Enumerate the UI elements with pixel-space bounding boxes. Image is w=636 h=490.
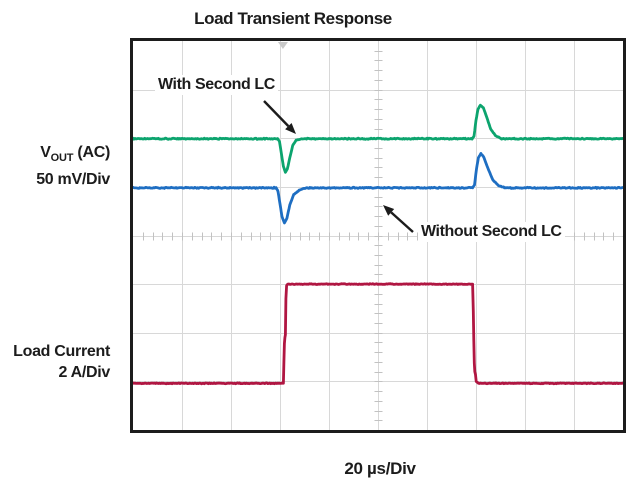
load-current-axis-label-scale: 2 A/Div (58, 364, 110, 381)
annotation-without-second-lc: Without Second LC (418, 222, 565, 242)
load-current-axis-label-line1: Load Current (13, 343, 110, 360)
annotation-with-second-lc: With Second LC (155, 75, 278, 95)
oscilloscope-graticule: With Second LC Without Second LC (130, 38, 626, 433)
trace-without-second-lc (133, 152, 623, 225)
trace-with-second-lc (133, 103, 623, 174)
vout-axis-label: VOUT (AC) 50 mV/Div (0, 142, 110, 190)
x-axis-label: 20 µs/Div (344, 459, 416, 478)
load-current-axis-label: Load Current 2 A/Div (0, 341, 110, 383)
vout-axis-label-scale: 50 mV/Div (36, 171, 110, 189)
vout-axis-label-line1: VOUT (AC) (40, 144, 110, 165)
annotation-arrows (263, 100, 414, 233)
trigger-marker (277, 42, 288, 49)
trace-load-current (133, 282, 623, 386)
chart-title: Load Transient Response (194, 9, 392, 28)
